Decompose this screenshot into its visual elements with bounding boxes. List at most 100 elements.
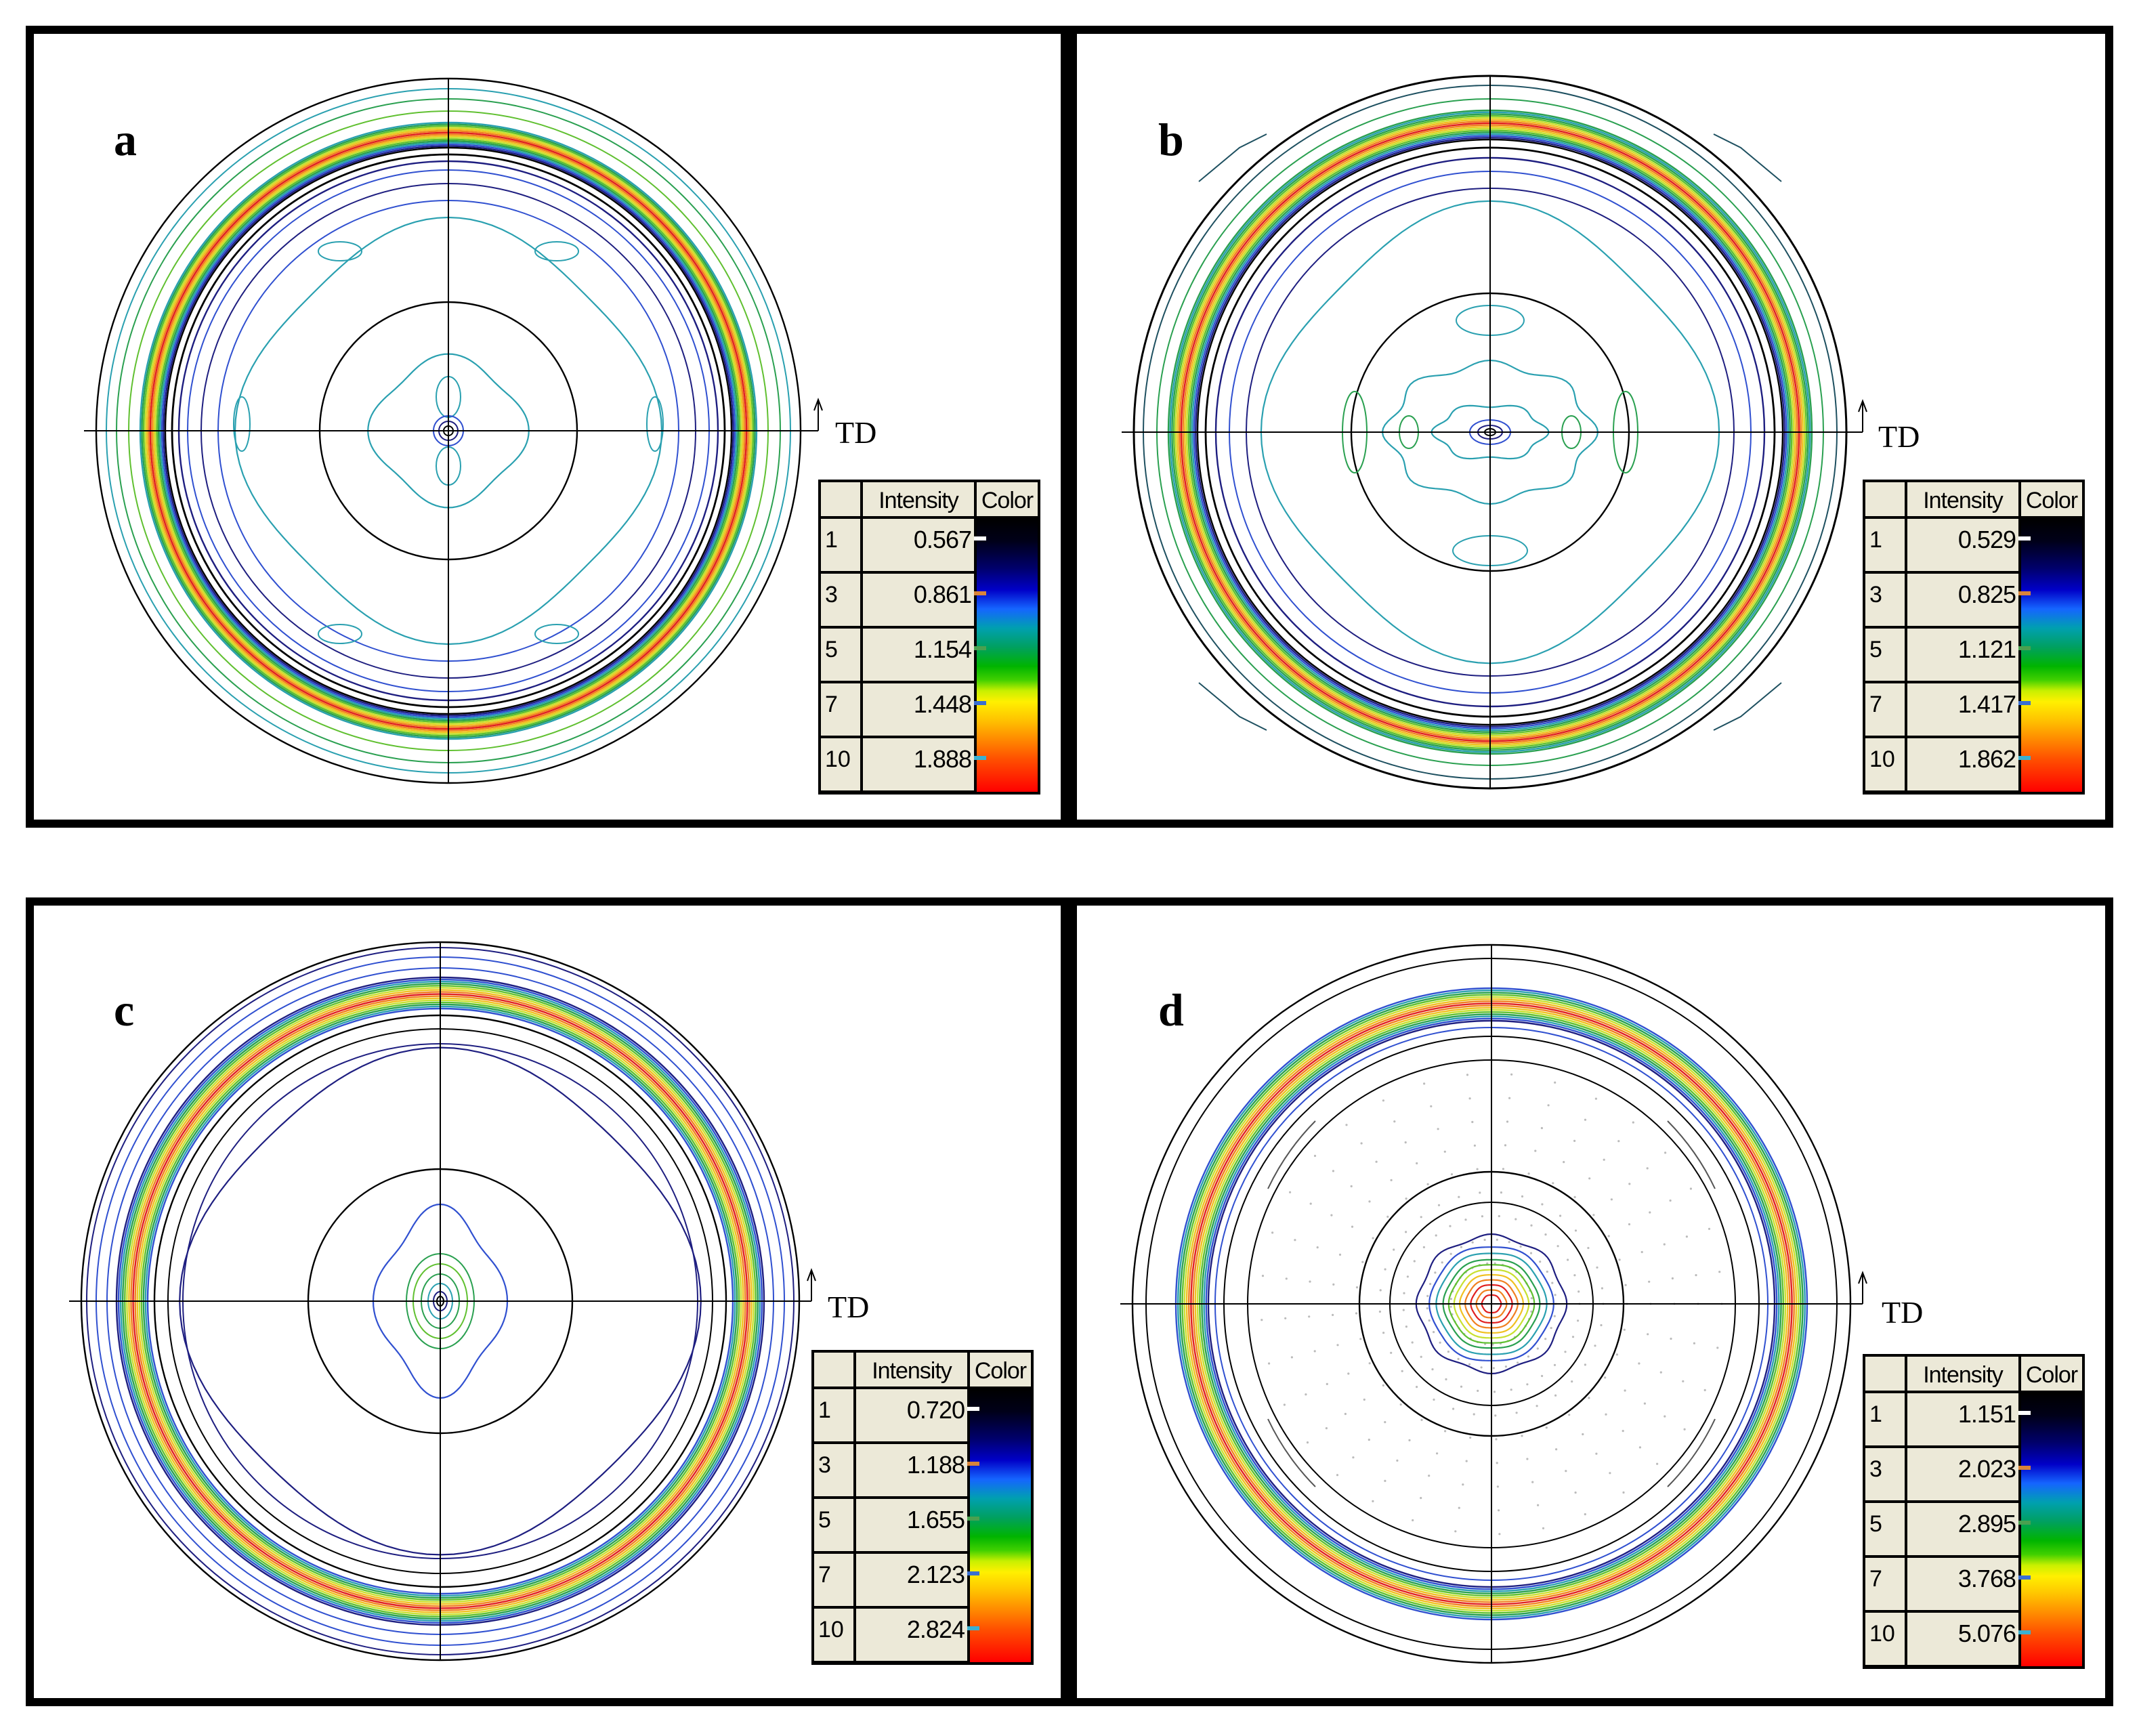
grid-dot — [1375, 1160, 1378, 1163]
legend-tick — [2016, 756, 2031, 760]
grid-dot — [1360, 1142, 1363, 1145]
grid-dot — [1504, 1365, 1507, 1368]
grid-dot — [1481, 1215, 1483, 1218]
grid-dot — [1588, 1177, 1591, 1180]
panel-letter-a: a — [114, 114, 137, 165]
grid-dot — [1587, 1246, 1590, 1250]
legend-tick — [971, 646, 986, 650]
grid-dot — [1584, 1363, 1586, 1366]
grid-dot — [1555, 1448, 1558, 1451]
grid-dot — [1462, 1483, 1464, 1486]
grid-dot — [1494, 1262, 1496, 1265]
grid-dot — [1600, 1324, 1603, 1327]
legend-value: 1.448 — [863, 683, 974, 736]
contour-line — [1667, 1418, 1716, 1487]
grid-dot — [1436, 1452, 1439, 1455]
legend-corner-cell — [1865, 482, 1905, 516]
grid-dot — [1544, 1338, 1547, 1340]
grid-dot — [1449, 1298, 1452, 1300]
legend-level: 1 — [821, 519, 860, 571]
grid-dot — [1567, 1258, 1569, 1261]
grid-dot — [1382, 1099, 1384, 1102]
grid-dot — [1471, 1120, 1474, 1124]
grid-dot — [1449, 1252, 1452, 1255]
grid-dot — [1622, 1430, 1624, 1433]
grid-dot — [1294, 1239, 1296, 1242]
grid-dot — [1519, 1245, 1522, 1248]
grid-dot — [1530, 1310, 1533, 1313]
grid-dot — [1584, 1118, 1587, 1121]
panel-letter-b: b — [1158, 114, 1184, 165]
legend-header-intensity: Intensity — [1907, 1357, 2018, 1391]
contour-line — [233, 396, 251, 452]
grid-dot — [1486, 1262, 1489, 1265]
grid-dot — [1332, 1313, 1334, 1316]
grid-dot — [1420, 1355, 1422, 1358]
legend-header-intensity: Intensity — [1907, 482, 2018, 516]
grid-dot — [1449, 1225, 1452, 1227]
grid-dot — [1544, 1233, 1547, 1236]
grid-dot — [1408, 1439, 1411, 1441]
grid-dot — [1500, 1191, 1502, 1194]
grid-dot — [1384, 1268, 1386, 1271]
legend-value: 0.529 — [1907, 519, 2018, 571]
grid-dot — [1656, 1462, 1659, 1465]
legend-value: 1.121 — [1907, 629, 2018, 681]
grid-dot — [1553, 1315, 1556, 1317]
grid-dot — [1355, 1312, 1358, 1315]
grid-dot — [1638, 1446, 1641, 1449]
grid-dot — [1468, 1363, 1471, 1365]
grid-dot — [1473, 1144, 1476, 1147]
grid-dot — [1309, 1280, 1311, 1283]
grid-dot — [1510, 1389, 1512, 1391]
contour-line — [1713, 133, 1782, 182]
grid-dot — [1563, 1161, 1565, 1164]
grid-dot — [1308, 1315, 1311, 1318]
grid-dot — [1372, 1237, 1374, 1240]
grid-dot — [1368, 1200, 1371, 1203]
grid-dot — [1290, 1356, 1293, 1359]
grid-dot — [1556, 1245, 1559, 1248]
contour-line — [1198, 133, 1267, 182]
legend-level: 10 — [1865, 1613, 1905, 1665]
grid-dot — [1685, 1235, 1688, 1238]
pole-figure-panel-a: a TD Intensity Color 1 0.567 3 0.861 5 1.154 7 1.… — [26, 26, 1069, 828]
grid-dot — [1332, 1283, 1335, 1286]
grid-dot — [1649, 1211, 1651, 1214]
grid-dot — [1473, 1413, 1475, 1416]
grid-dot — [1491, 1343, 1494, 1346]
grid-dot — [1659, 1371, 1662, 1374]
grid-dot — [1352, 1456, 1355, 1459]
grid-dot — [1404, 1141, 1407, 1144]
legend-value: 2.895 — [1907, 1503, 2018, 1555]
grid-dot — [1574, 1229, 1577, 1232]
grid-dot — [1426, 1294, 1429, 1297]
grid-dot — [1433, 1331, 1435, 1334]
grid-dot — [1439, 1341, 1441, 1344]
legend-level: 5 — [821, 629, 860, 681]
grid-dot — [1390, 1351, 1393, 1354]
grid-dot — [1447, 1351, 1449, 1353]
grid-dot — [1541, 1374, 1544, 1378]
grid-dot — [1517, 1361, 1519, 1364]
grid-dot — [1530, 1224, 1533, 1227]
grid-dot — [1431, 1368, 1434, 1371]
legend-tick — [971, 701, 986, 705]
grid-dot — [1384, 1421, 1386, 1424]
legend-tick — [965, 1407, 979, 1411]
grid-dot — [1596, 1266, 1598, 1269]
grid-dot — [1403, 1292, 1405, 1294]
td-axis-label-c: TD — [828, 1290, 870, 1324]
grid-dot — [1344, 1412, 1347, 1416]
grid-dot — [1669, 1199, 1672, 1202]
legend-tick — [2016, 701, 2031, 705]
legend-value: 1.888 — [863, 738, 974, 790]
grid-dot — [1393, 1248, 1395, 1251]
pole-figure-plot-d — [1120, 944, 1867, 1664]
grid-dot — [1350, 1185, 1353, 1187]
grid-dot — [1618, 1258, 1621, 1261]
grid-dot — [1379, 1289, 1382, 1292]
intensity-legend-b: Intensity Color 1 0.529 3 0.825 5 1.121 7 1.417 10… — [1863, 480, 2085, 795]
grid-dot — [1458, 1506, 1460, 1509]
grid-dot — [1435, 1234, 1437, 1237]
